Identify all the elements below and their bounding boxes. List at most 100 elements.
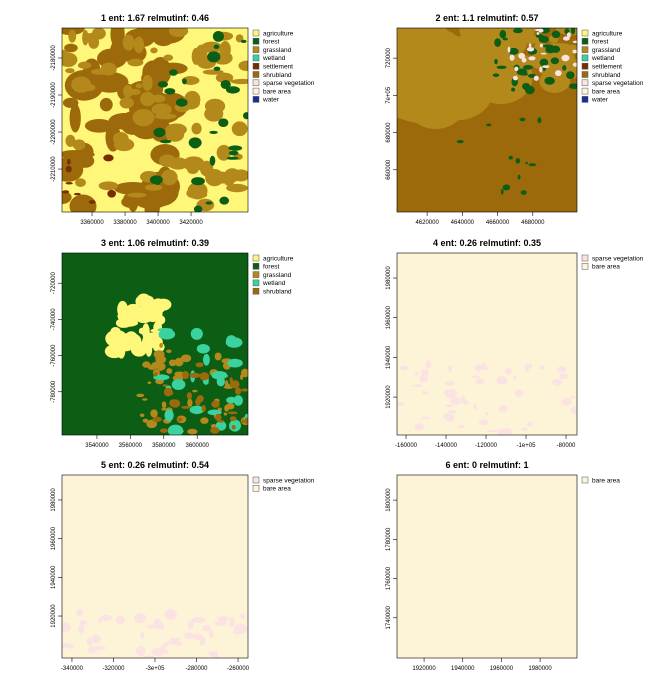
legend-label: wetland	[262, 55, 286, 62]
raster-base	[397, 475, 577, 658]
raster-patch	[153, 372, 158, 377]
x-tick-label: 3600000	[186, 443, 210, 449]
raster-patch	[69, 103, 81, 133]
legend-label: forest	[592, 39, 608, 46]
raster-patch	[224, 380, 229, 388]
raster-patch	[456, 140, 464, 144]
raster-patch	[225, 86, 240, 94]
raster-patch	[504, 367, 513, 375]
raster-patch	[205, 169, 224, 187]
raster-patch	[191, 122, 202, 135]
raster-patch	[121, 196, 138, 208]
raster-patch	[209, 155, 216, 166]
legend-swatch	[252, 79, 260, 87]
raster-patch	[397, 402, 405, 407]
raster-patch	[64, 43, 78, 53]
raster-patch	[168, 637, 179, 645]
raster-patch	[225, 337, 243, 348]
y-tick-label: 1780000	[386, 527, 392, 551]
x-tick-label: 4640000	[451, 220, 475, 226]
raster-patch	[214, 621, 227, 626]
raster-patch	[572, 62, 577, 67]
raster-patch	[117, 300, 128, 318]
raster-patch	[229, 617, 235, 628]
raster-patch	[183, 632, 194, 639]
raster-patch	[166, 349, 172, 354]
x-tick-label: 3380000	[113, 220, 137, 226]
y-tick-label: -2180000	[51, 45, 57, 71]
raster-patch	[519, 117, 526, 122]
raster-patch	[444, 381, 455, 386]
raster-patch	[403, 28, 435, 51]
raster-patch	[226, 396, 237, 404]
raster-patch	[142, 323, 150, 340]
raster-patch	[500, 188, 504, 195]
raster-patch	[180, 354, 192, 363]
legend-label: shrubland	[263, 289, 292, 296]
raster	[62, 253, 248, 435]
raster-patch	[77, 61, 92, 70]
raster-patch	[65, 165, 72, 173]
raster-patch	[140, 91, 156, 107]
raster-patch	[542, 65, 550, 69]
x-tick-label: 4660000	[486, 220, 510, 226]
raster-patch	[526, 47, 535, 52]
legend-label: forest	[263, 39, 279, 46]
raster	[397, 28, 577, 212]
raster-patch	[517, 34, 542, 44]
raster-patch	[143, 305, 163, 323]
panel-title: 4 ent: 0.26 relmutinf: 0.35	[433, 238, 541, 248]
raster-patch	[508, 155, 513, 160]
raster-patch	[539, 58, 549, 67]
raster-patch	[496, 376, 508, 385]
map-panel: 3 ent: 1.06 relmutinf: 0.39 3540000 356000…	[51, 238, 294, 449]
raster-patch	[516, 68, 528, 76]
raster-patch	[166, 391, 174, 396]
raster-patch	[508, 47, 519, 55]
legend-swatch	[252, 71, 260, 78]
raster-patch	[62, 190, 72, 204]
raster-patch	[229, 416, 237, 422]
raster-patch	[167, 424, 184, 435]
raster-patch	[558, 373, 569, 379]
legend-swatch	[252, 485, 260, 492]
raster-patch	[521, 427, 528, 431]
raster-patch	[561, 54, 570, 62]
raster-patch	[136, 393, 145, 398]
raster-patch	[187, 619, 194, 630]
x-tick-label: 3400000	[146, 220, 170, 226]
raster-patch	[502, 184, 511, 191]
raster-patch	[103, 154, 114, 162]
raster-patch	[113, 138, 135, 152]
map-frame	[61, 252, 249, 436]
raster-patch	[167, 157, 189, 170]
legend-swatch	[581, 87, 589, 95]
legend-label: shrubland	[263, 72, 292, 79]
legend-swatch	[252, 476, 260, 484]
legend-swatch	[581, 79, 589, 87]
raster-patch	[217, 419, 225, 423]
raster-patch	[202, 625, 212, 632]
legend-swatch	[581, 263, 589, 270]
raster-patch	[539, 66, 543, 73]
raster-patch	[164, 88, 176, 95]
raster-patch	[153, 374, 170, 381]
raster-patch	[443, 413, 449, 420]
raster-patch	[478, 419, 489, 426]
raster-patch	[485, 411, 489, 416]
raster-patch	[512, 376, 517, 380]
raster-patch	[115, 615, 125, 625]
raster-patch	[536, 32, 540, 35]
raster-patch	[447, 410, 457, 414]
raster-patch	[202, 69, 224, 75]
raster-patch	[142, 418, 149, 423]
legend-label: sparse vegetation	[592, 255, 644, 262]
raster-patch	[91, 634, 102, 644]
raster-patch	[228, 145, 243, 151]
raster-patch	[523, 65, 533, 70]
raster-patch	[526, 421, 533, 427]
raster-patch	[184, 90, 201, 108]
raster-patch	[192, 389, 198, 393]
raster-patch	[76, 608, 84, 616]
